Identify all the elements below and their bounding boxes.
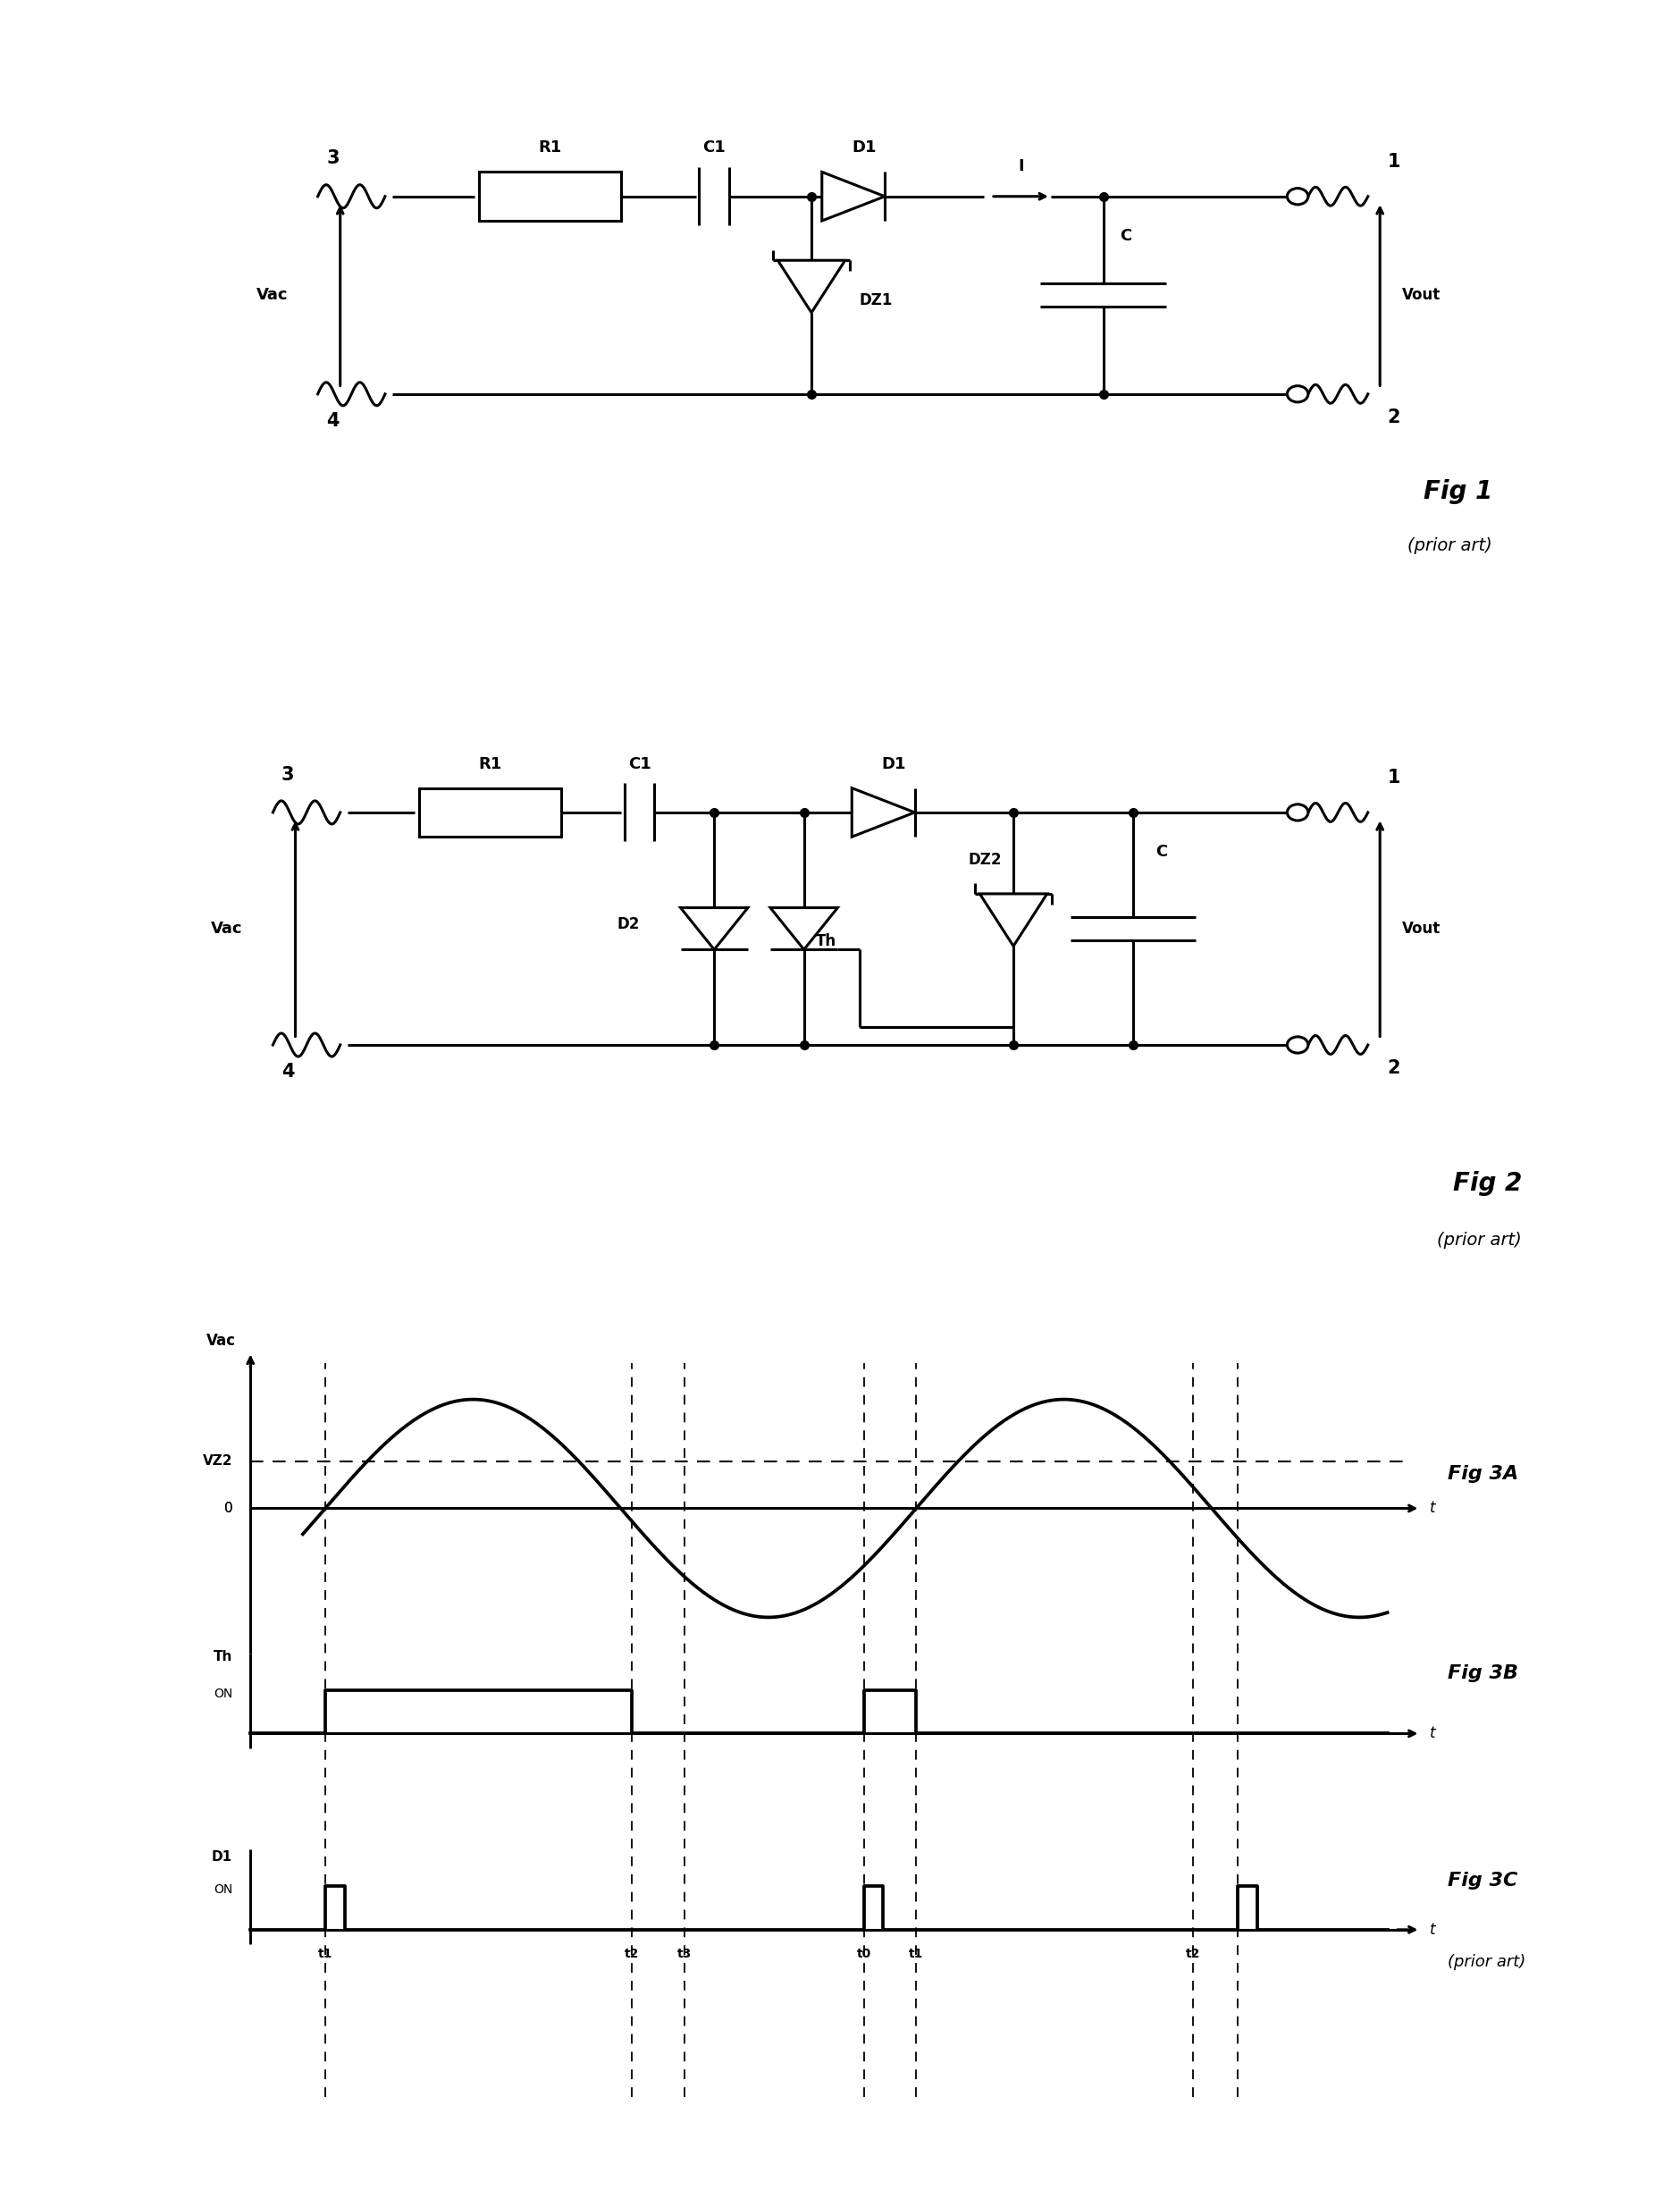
- Text: Fig 3A: Fig 3A: [1446, 1465, 1517, 1482]
- Polygon shape: [822, 172, 884, 221]
- Polygon shape: [778, 260, 845, 313]
- Text: 3: 3: [326, 150, 339, 168]
- Text: Th: Th: [815, 933, 837, 949]
- Text: Vac: Vac: [255, 287, 287, 302]
- Text: t: t: [1428, 1725, 1435, 1741]
- Polygon shape: [769, 907, 837, 949]
- Text: 2: 2: [1386, 408, 1399, 426]
- Text: 0: 0: [223, 1502, 232, 1516]
- Circle shape: [1287, 1037, 1307, 1052]
- Text: 3: 3: [281, 765, 294, 783]
- Text: (prior art): (prior art): [1406, 538, 1492, 554]
- Text: 4: 4: [326, 413, 339, 430]
- Polygon shape: [979, 893, 1047, 946]
- Text: D1: D1: [852, 139, 875, 157]
- Text: ON: ON: [213, 1688, 232, 1701]
- Text: VZ2: VZ2: [203, 1454, 232, 1467]
- Text: Fig 2: Fig 2: [1452, 1171, 1522, 1196]
- Text: Vout: Vout: [1401, 920, 1440, 938]
- Text: Fig 3B: Fig 3B: [1446, 1666, 1517, 1683]
- Bar: [479, 172, 620, 221]
- Text: I: I: [1018, 159, 1023, 174]
- Text: D1: D1: [880, 757, 906, 772]
- Text: D2: D2: [617, 915, 638, 933]
- Polygon shape: [852, 788, 914, 836]
- Text: Th: Th: [213, 1650, 232, 1663]
- Text: t2: t2: [1184, 1948, 1200, 1961]
- Text: Fig 3C: Fig 3C: [1446, 1873, 1517, 1891]
- Text: t: t: [1428, 1921, 1435, 1937]
- Text: (prior art): (prior art): [1446, 1955, 1524, 1970]
- Circle shape: [1287, 386, 1307, 401]
- Text: 1: 1: [1386, 152, 1399, 170]
- Text: ON: ON: [213, 1884, 232, 1895]
- Polygon shape: [680, 907, 748, 949]
- Text: C1: C1: [628, 757, 650, 772]
- Text: t0: t0: [857, 1948, 870, 1961]
- Text: 4: 4: [281, 1063, 294, 1081]
- Circle shape: [1287, 805, 1307, 821]
- Text: R1: R1: [477, 757, 501, 772]
- Text: DZ1: DZ1: [858, 293, 892, 309]
- Text: 0: 0: [223, 1502, 232, 1516]
- Text: D1: D1: [212, 1851, 232, 1864]
- Text: C: C: [1119, 227, 1131, 245]
- Text: R1: R1: [538, 139, 561, 157]
- Text: Vac: Vac: [212, 920, 244, 938]
- Text: C1: C1: [702, 139, 726, 157]
- Text: 2: 2: [1386, 1059, 1399, 1077]
- Text: C: C: [1154, 845, 1166, 860]
- Text: DZ2: DZ2: [968, 852, 1001, 869]
- Text: t1: t1: [318, 1948, 333, 1961]
- Text: Vac: Vac: [207, 1332, 235, 1348]
- Text: Fig 1: Fig 1: [1423, 479, 1492, 503]
- Text: t1: t1: [909, 1948, 922, 1961]
- Text: t: t: [1428, 1500, 1435, 1516]
- Text: Vout: Vout: [1401, 287, 1440, 302]
- Text: 1: 1: [1386, 770, 1399, 788]
- Text: t3: t3: [677, 1948, 690, 1961]
- Text: t2: t2: [625, 1948, 638, 1961]
- Text: (prior art): (prior art): [1436, 1231, 1522, 1249]
- Circle shape: [1287, 188, 1307, 205]
- Bar: [418, 788, 561, 836]
